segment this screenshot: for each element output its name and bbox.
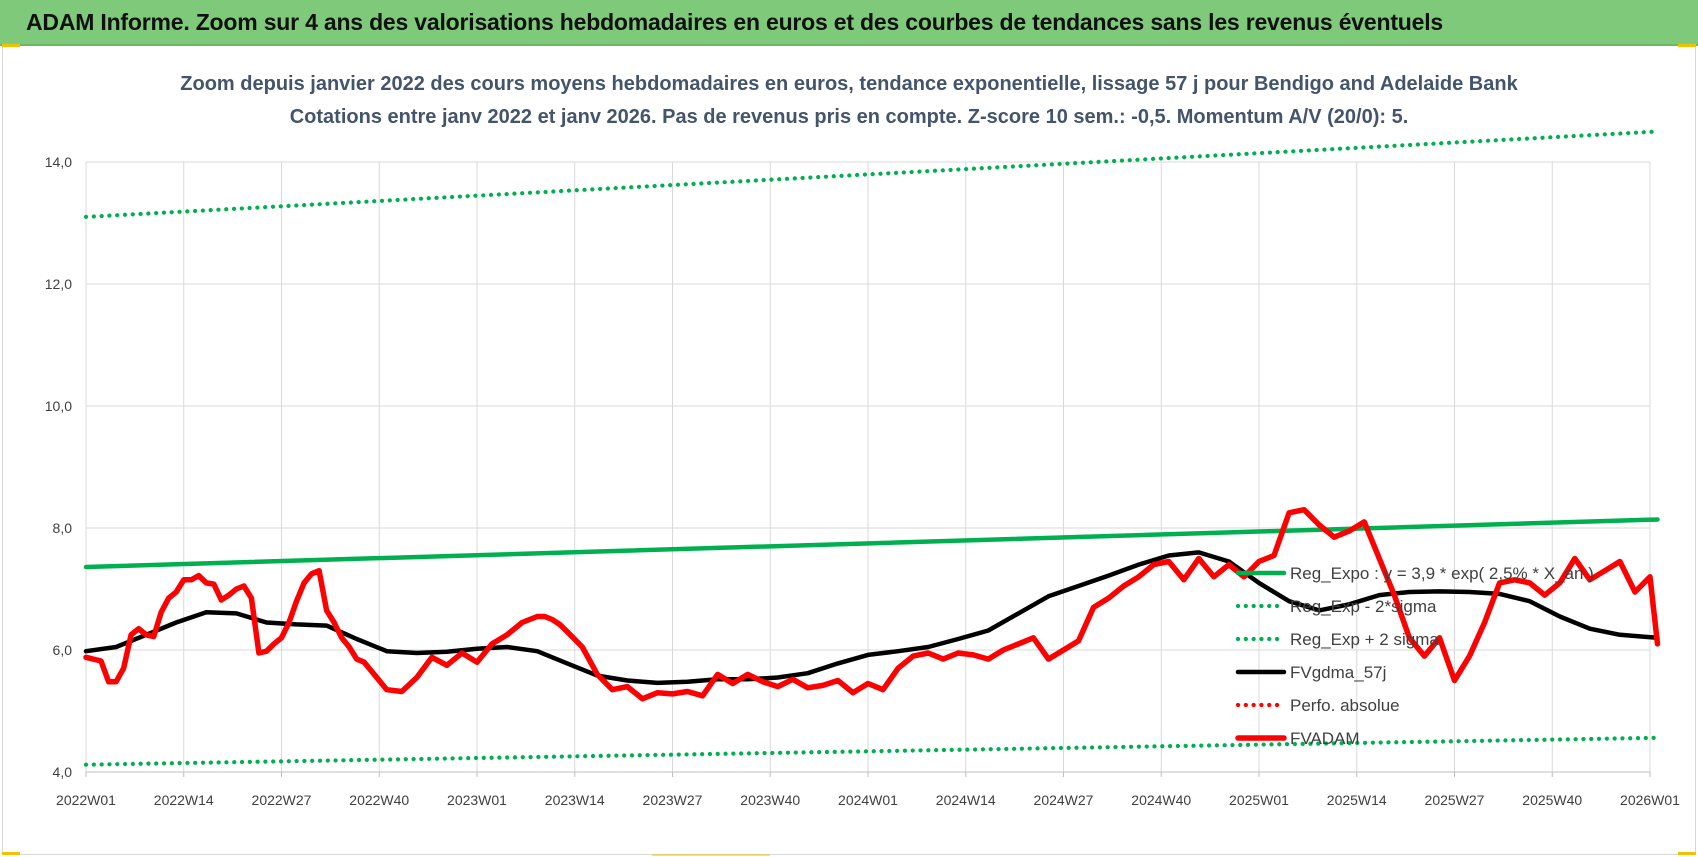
legend-label: Reg_Expo : y = 3,9 * exp( 2,5% * X_an ) <box>1290 564 1594 583</box>
x-tick-label: 2022W01 <box>56 792 116 808</box>
y-tick-label: 14,0 <box>45 154 72 170</box>
series-line-2 <box>83 129 1660 219</box>
axis-layer: 4,0 6,0 8,0 10,0 12,0 14,0 2022W01 2022W14 2022W… <box>45 154 1680 808</box>
chart-frame <box>2 46 1696 855</box>
legend: Reg_Expo : y = 3,9 * exp( 2,5% * X_an ) R… <box>1235 564 1594 748</box>
chart-title: Zoom depuis janvier 2022 des cours moyen… <box>180 73 1518 95</box>
series-line-1 <box>83 735 1660 767</box>
series-line-5 <box>83 506 1661 702</box>
x-tick-label: 2023W40 <box>740 792 800 808</box>
page-title: ADAM Informe. Zoom sur 4 ans des valoris… <box>26 9 1444 35</box>
corner-mark-bottom-right <box>1678 852 1696 855</box>
chart-subtitle: Cotations entre janv 2022 et janv 2026. … <box>290 106 1409 128</box>
x-tick-label: 2025W40 <box>1522 792 1582 808</box>
y-tick-label: 12,0 <box>45 276 72 292</box>
corner-mark-bottom-left <box>2 852 20 855</box>
x-tick-label: 2022W14 <box>154 792 214 808</box>
legend-label: FVgdma_57j <box>1290 663 1386 682</box>
x-tick-label: 2026W01 <box>1620 792 1680 808</box>
corner-mark-top-right <box>1678 44 1696 47</box>
title-banner: ADAM Informe. Zoom sur 4 ans des valoris… <box>0 0 1698 46</box>
grid-layer <box>85 161 1651 773</box>
x-tick-label: 2025W01 <box>1229 792 1289 808</box>
y-tick-label: 6,0 <box>53 642 73 658</box>
x-tick-label: 2023W14 <box>545 792 605 808</box>
corner-mark-bottom-center <box>652 854 770 856</box>
x-tick-label: 2022W27 <box>252 792 312 808</box>
x-tick-label: 2025W14 <box>1327 792 1387 808</box>
x-tick-label: 2023W01 <box>447 792 507 808</box>
y-tick-label: 10,0 <box>45 398 72 414</box>
y-tick-label: 4,0 <box>53 764 73 780</box>
x-tick-label: 2023W27 <box>643 792 703 808</box>
legend-label: FVADAM <box>1290 729 1360 748</box>
series-layer <box>83 129 1661 767</box>
x-tick-label: 2024W40 <box>1131 792 1191 808</box>
x-tick-label: 2025W27 <box>1425 792 1485 808</box>
x-tick-label: 2024W14 <box>936 792 996 808</box>
legend-label: Reg_Exp + 2 sigma <box>1290 630 1439 649</box>
x-tick-label: 2024W27 <box>1034 792 1094 808</box>
series-line-0 <box>83 517 1660 570</box>
corner-mark-top-left <box>2 44 20 47</box>
legend-label: Perfo. absolue <box>1290 696 1400 715</box>
x-tick-label: 2024W01 <box>838 792 898 808</box>
series-line-3 <box>83 550 1660 686</box>
y-tick-label: 8,0 <box>53 520 73 536</box>
legend-label: Reg_Exp - 2*sigma <box>1290 597 1437 616</box>
x-tick-label: 2022W40 <box>349 792 409 808</box>
